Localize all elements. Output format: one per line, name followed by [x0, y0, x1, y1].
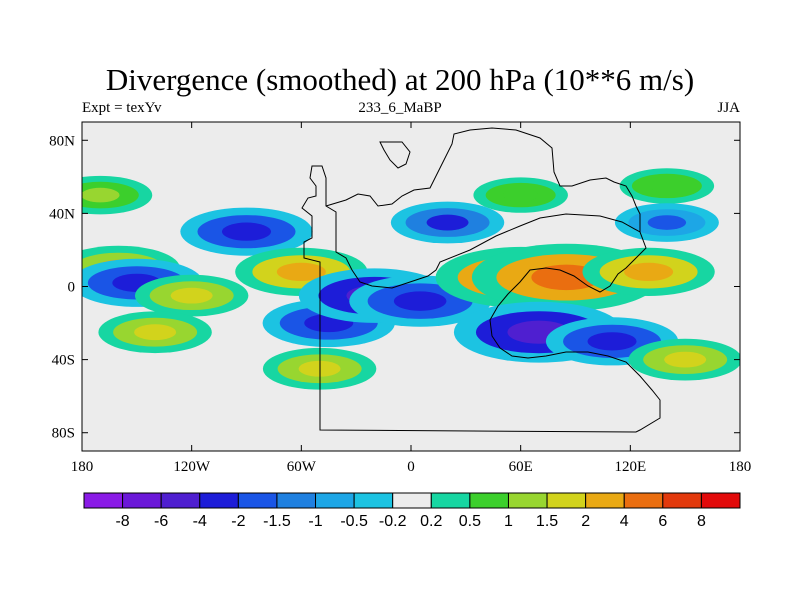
colorbar-box-12 [546, 492, 587, 509]
colorbar-box-1 [122, 492, 162, 509]
colorbar-box-16 [700, 492, 741, 509]
colorbar-label-15: 8 [697, 513, 706, 530]
colorbar-box-11 [507, 492, 548, 509]
colorbar-label-7: -0.2 [379, 513, 407, 530]
colorbar-box-5 [276, 492, 317, 509]
field-core-10 [624, 262, 674, 282]
colorbar-label-2: -4 [193, 513, 207, 530]
colorbar-label-12: 2 [581, 513, 590, 530]
x-tick-label-1: 120W [173, 459, 211, 475]
field-core-18 [649, 179, 685, 193]
field-core-4 [276, 262, 326, 282]
colorbar-box-0 [83, 492, 124, 509]
colorbar-box-8 [392, 492, 432, 509]
colorbar-label-4: -1.5 [263, 513, 291, 530]
x-tick-label-6: 180 [729, 459, 752, 475]
x-tick-label-3: 0 [407, 459, 415, 475]
field-core-19 [426, 214, 469, 231]
field-core-17 [503, 188, 539, 202]
colorbar-label-8: 0.2 [420, 513, 442, 530]
right-string: JJA [717, 100, 740, 116]
field-core-20 [647, 215, 687, 230]
colorbar-label-0: -8 [115, 513, 129, 530]
colorbar-label-13: 4 [620, 513, 629, 530]
colorbar-label-6: -0.5 [340, 513, 368, 530]
colorbar-box-15 [662, 492, 702, 509]
continent-outline [301, 127, 661, 433]
x-tick-label-0: 180 [71, 459, 94, 475]
colorbar-label-10: 1 [504, 513, 513, 530]
y-tick-label-2: 0 [68, 280, 76, 296]
colorbar-label-5: -1 [308, 513, 322, 530]
colorbar-label-11: 1.5 [536, 513, 558, 530]
colorbar-label-9: 0.5 [459, 513, 481, 530]
colorbar-box-13 [585, 492, 625, 509]
contour-fields [82, 168, 740, 390]
y-tick-label-1: 40N [49, 206, 75, 222]
field-core-16 [82, 187, 120, 203]
y-tick-label-0: 80N [49, 133, 75, 149]
colorbar-box-2 [160, 492, 201, 509]
y-tick-label-3: 40S [52, 353, 75, 369]
field-core-15 [664, 351, 707, 368]
left-string: Expt = texYv [82, 100, 162, 116]
colorbar-label-1: -6 [154, 513, 168, 530]
colorbar-box-10 [469, 492, 509, 509]
colorbar-box-4 [237, 492, 278, 509]
colorbar-box-6 [315, 492, 355, 509]
field-core-12 [587, 332, 637, 351]
y-tick-label-4: 80S [52, 426, 75, 442]
colorbar-box-3 [199, 492, 239, 509]
x-tick-label-2: 60W [287, 459, 317, 475]
map-axes: 180 120W 60W 0 60E 120E 180 80N 40N 0 40S 80S [49, 122, 751, 475]
field-core-13 [134, 324, 177, 341]
field-core-7 [393, 291, 447, 311]
colorbar-label-14: 6 [658, 513, 667, 530]
center-string: 233_6_MaBP [358, 100, 442, 116]
field-core-3 [222, 222, 271, 241]
colorbar-box-7 [353, 492, 394, 509]
x-tick-label-4: 60E [509, 459, 533, 475]
colorbar-box-14 [623, 492, 664, 509]
x-tick-label-5: 120E [614, 459, 646, 475]
chart-title: Divergence (smoothed) at 200 hPa (10**6 … [105, 62, 695, 97]
colorbar: -8 -6 -4 -2 -1.5 -1 -0.5 -0.2 0.2 0.5 1 1.5 2 4 6 8 [83, 492, 741, 530]
colorbar-box-9 [430, 492, 471, 509]
colorbar-label-3: -2 [231, 513, 245, 530]
field-core-2 [170, 287, 213, 304]
